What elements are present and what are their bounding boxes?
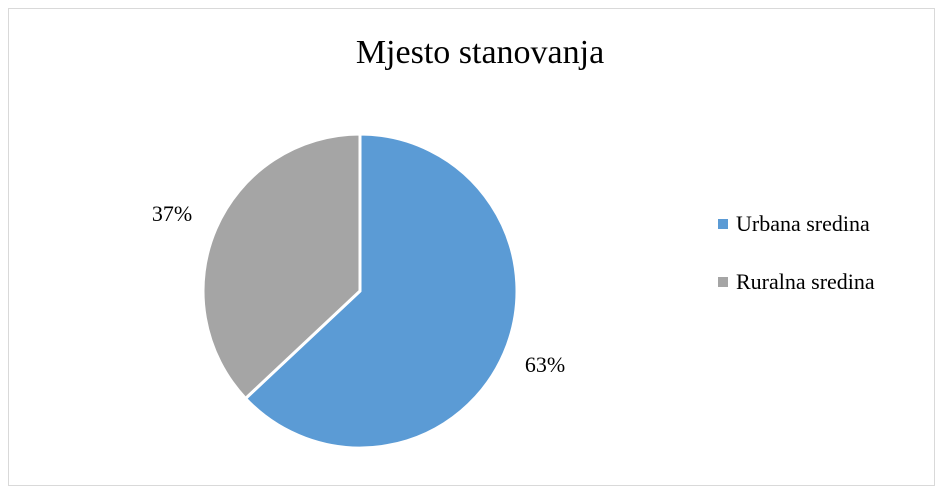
chart-title: Mjesto stanovanja xyxy=(355,34,605,71)
slice-ruralna xyxy=(201,132,362,400)
legend: Urbana sredina Ruralna sredina xyxy=(718,211,875,316)
slice-urbana xyxy=(244,132,519,450)
data-label-urbana: 63% xyxy=(525,352,565,377)
data-label-ruralna: 37% xyxy=(152,201,192,226)
legend-swatch-urbana xyxy=(718,219,728,229)
legend-swatch-ruralna xyxy=(718,277,728,287)
legend-item-ruralna: Ruralna sredina xyxy=(718,248,875,316)
legend-label-ruralna: Ruralna sredina xyxy=(736,269,875,294)
legend-item-urbana: Urbana sredina xyxy=(718,200,875,248)
legend-label-urbana: Urbana sredina xyxy=(736,211,870,236)
